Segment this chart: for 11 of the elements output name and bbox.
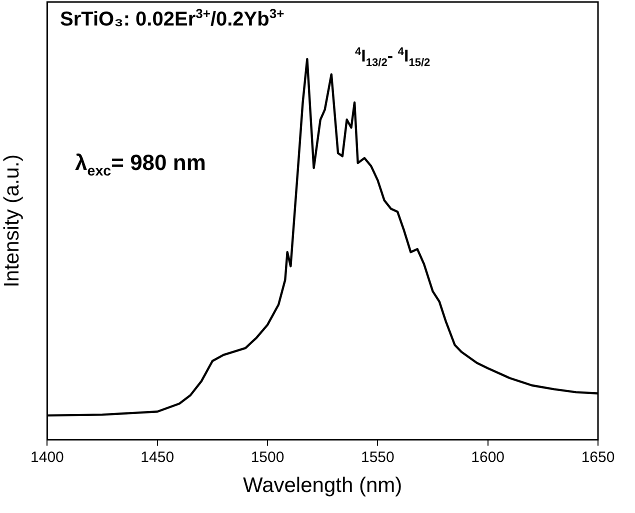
x-tick-label: 1550 (360, 448, 394, 466)
x-axis-title: Wavelength (nm) (243, 474, 402, 498)
x-tick-label: 1450 (140, 448, 174, 466)
y-axis-title: Intensity (a.u.) (0, 154, 24, 288)
x-tick-label: 1600 (471, 448, 505, 466)
x-tick-label: 1400 (30, 448, 64, 466)
annotation: $^{4}$I$_{13/2}$- $^{4}$I$_{15/2}$ (355, 46, 430, 70)
text: SrTiO₃: 0.02Er$^{3+}$/0.2Yb$^{3+}$ (60, 6, 284, 32)
x-tick-label: 1650 (581, 448, 615, 466)
annotation: λ$_{exc}$= 980 nm (75, 150, 206, 180)
x-tick-label: 1500 (250, 448, 284, 466)
